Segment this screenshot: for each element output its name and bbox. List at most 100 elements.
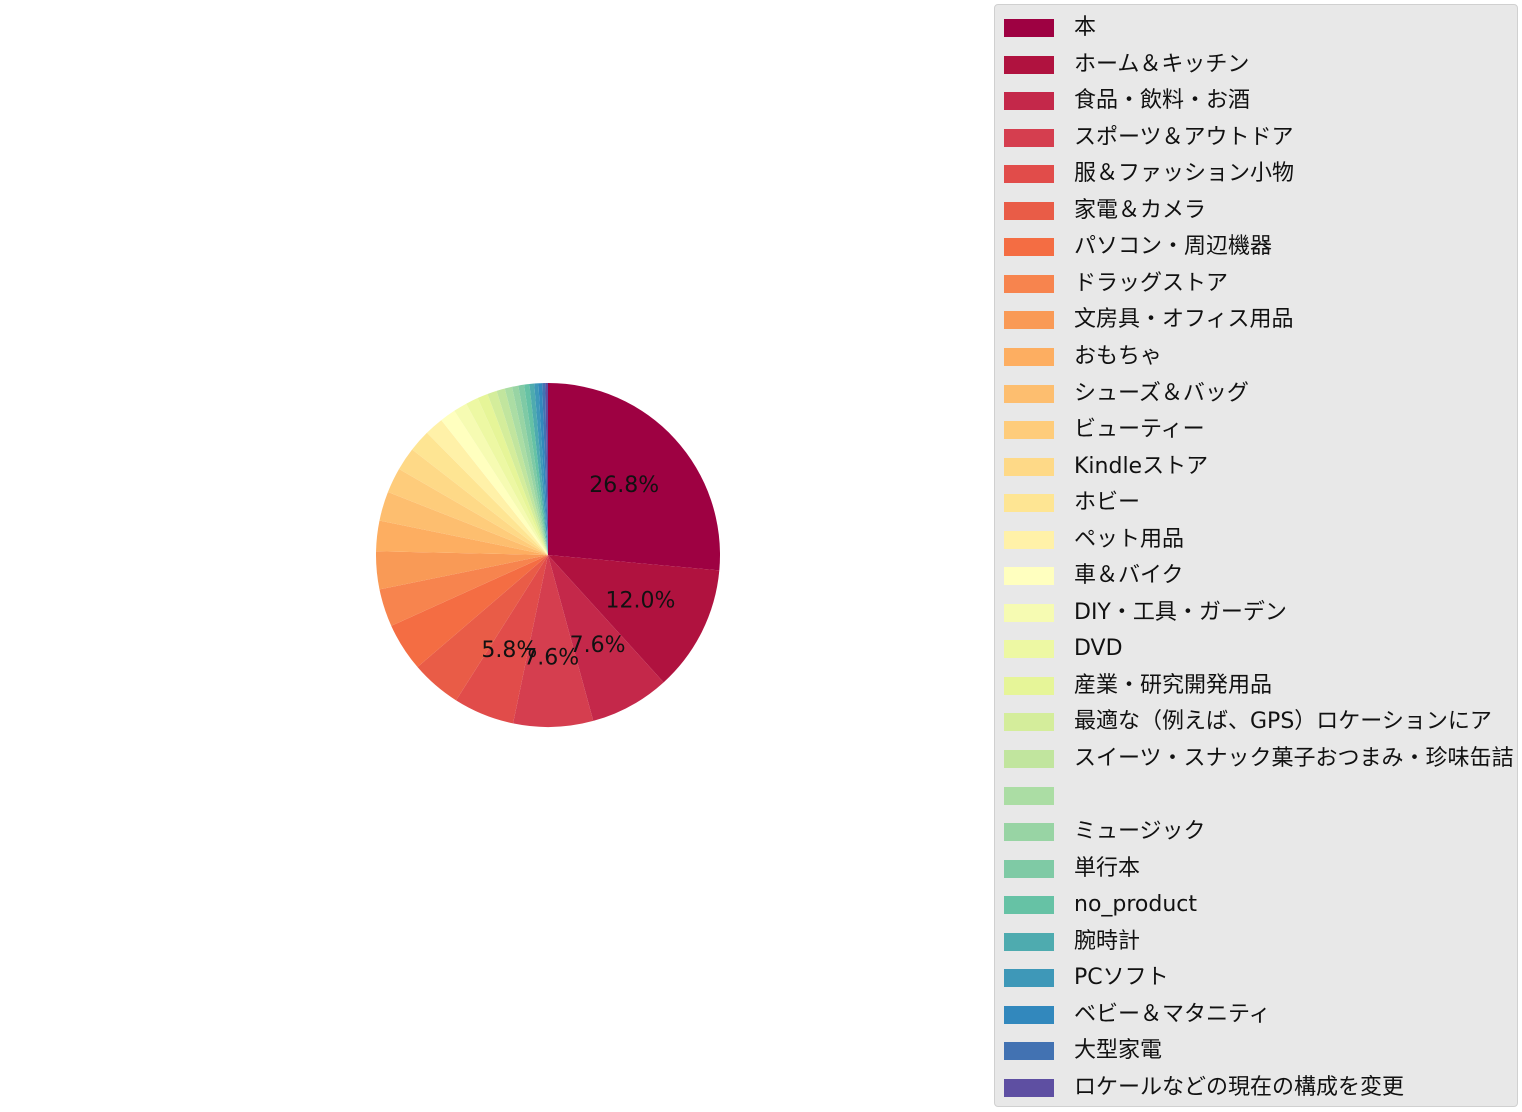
legend-item: 家電＆カメラ	[995, 194, 1517, 224]
percent-labels: 26.8%12.0%7.6%7.6%5.8%	[481, 473, 675, 671]
pie-slice	[548, 555, 664, 721]
pie-slice	[391, 555, 548, 668]
legend-swatch	[1004, 676, 1054, 695]
pie-slice	[379, 555, 548, 626]
legend: 本ホーム＆キッチン 食品・飲料・お酒スポーツ＆アウトドア 服＆ファッション小物 家電＆…	[994, 4, 1518, 1107]
legend-label: ドラッグストア	[1074, 270, 1229, 296]
legend-swatch	[1004, 238, 1054, 257]
legend-item: 大型家電	[995, 1034, 1517, 1064]
legend-swatch	[1004, 347, 1054, 366]
pie-slice	[513, 555, 594, 728]
legend-swatch	[1004, 128, 1054, 147]
pie-slice	[518, 384, 548, 555]
legend-swatch	[1004, 421, 1054, 439]
legend-swatch	[1004, 530, 1054, 549]
legend-label: 最適な（例えば、GPS）ロケーションにア	[1074, 709, 1492, 735]
legend-item: 腕時計	[995, 925, 1517, 955]
pie-slice	[376, 520, 548, 555]
pie-slice	[524, 384, 548, 555]
legend-item: 食品・飲料・お酒	[995, 84, 1517, 114]
legend-item: ミュージック	[995, 815, 1517, 845]
legend-label: 本	[1074, 15, 1097, 40]
legend-swatch	[1004, 457, 1054, 476]
legend-swatch	[1004, 1005, 1054, 1024]
pie-slice	[548, 383, 721, 571]
pie-slice	[387, 469, 548, 555]
legend-swatch	[1004, 640, 1054, 659]
legend-item: スポーツ＆アウトドア	[995, 121, 1517, 151]
legend-swatch	[1004, 19, 1054, 37]
legend-swatch	[1004, 274, 1054, 293]
pie-slice	[545, 383, 548, 555]
legend-label: 腕時計	[1074, 928, 1141, 954]
legend-item: Kindleストア	[995, 450, 1517, 480]
pie-slice	[426, 420, 548, 555]
legend-swatch	[1004, 896, 1054, 915]
legend-item: ビューティー	[995, 413, 1517, 443]
legend-item: シューズ＆バッグ	[995, 377, 1517, 407]
legend-swatch	[1004, 932, 1054, 951]
legend-label: ベビー＆マタニティ	[1074, 1001, 1271, 1027]
legend-label: ミュージック	[1074, 819, 1206, 845]
legend-label: 大型家電	[1074, 1038, 1163, 1064]
pie-slice	[538, 383, 548, 555]
legend-swatch	[1004, 92, 1054, 111]
legend-label: 食品・飲料・お酒	[1074, 88, 1251, 114]
legend-swatch	[1004, 823, 1054, 842]
legend-item: ホビー	[995, 486, 1517, 516]
legend-item: 単行本	[995, 852, 1517, 882]
legend-item: パソコン・周辺機器	[995, 230, 1517, 260]
legend-label: パソコン・周辺機器	[1074, 234, 1273, 260]
legend-swatch	[1004, 384, 1054, 403]
pie-chart: 26.8%12.0%7.6%7.6%5.8%	[376, 383, 721, 728]
legend-item: 文房具・オフィス用品	[995, 303, 1517, 333]
legend-item: ドラッグストア	[995, 267, 1517, 297]
legend-label: 単行本	[1074, 855, 1141, 881]
legend-item: おもちゃ	[995, 340, 1517, 370]
legend-item	[995, 779, 1517, 809]
legend-swatch	[1004, 713, 1054, 732]
pie-slice	[379, 492, 548, 555]
pie-slice	[504, 386, 548, 555]
pie-slice	[496, 388, 548, 555]
legend-item: 本	[995, 11, 1517, 41]
legend-swatch	[1004, 311, 1054, 330]
legend-label: 服＆ファッション小物	[1074, 161, 1295, 187]
legend-label: スポーツ＆アウトドア	[1074, 124, 1294, 150]
legend-label: Kindleストア	[1074, 453, 1209, 479]
percent-label: 12.0%	[605, 589, 675, 614]
legend-label: 家電＆カメラ	[1074, 197, 1207, 223]
legend-item: DIY・工具・ガーデン	[995, 596, 1517, 626]
legend-label: 産業・研究開発用品	[1074, 672, 1273, 698]
legend-item: スイーツ・スナック菓子おつまみ・珍味缶詰	[995, 742, 1517, 772]
legend-label: ペット用品	[1074, 526, 1185, 552]
pie-slice	[542, 383, 548, 555]
legend-item: ホーム＆キッチン	[995, 48, 1517, 78]
pie-slice	[466, 398, 548, 555]
legend-swatch	[1004, 750, 1054, 768]
pie-slices	[376, 383, 721, 728]
pie-slice	[376, 551, 548, 590]
legend-label: 文房具・オフィス用品	[1074, 307, 1294, 333]
percent-label: 7.6%	[570, 633, 626, 658]
pie-slice	[534, 383, 548, 555]
pie-slice	[441, 410, 548, 555]
legend-item: ロケールなどの現在の構成を変更	[995, 1071, 1517, 1101]
pie-slice	[529, 383, 548, 555]
legend-label: ビューティー	[1074, 417, 1205, 442]
pie-slice	[548, 555, 720, 683]
pie-slice	[412, 432, 548, 555]
legend-label: おもちゃ	[1074, 343, 1163, 369]
legend-swatch	[1004, 603, 1054, 622]
percent-label: 7.6%	[523, 646, 579, 671]
legend-label: ホーム＆キッチン	[1074, 51, 1250, 77]
legend-item: 最適な（例えば、GPS）ロケーションにア	[995, 705, 1517, 735]
pie-slice	[487, 390, 548, 555]
legend-label: no_product	[1074, 892, 1198, 918]
legend-item: no_product	[995, 888, 1517, 918]
legend-swatch	[1004, 1042, 1054, 1061]
legend-swatch	[1004, 494, 1054, 513]
legend-item: 産業・研究開発用品	[995, 669, 1517, 699]
pie-slice	[512, 385, 548, 555]
pie-slice	[454, 403, 548, 555]
